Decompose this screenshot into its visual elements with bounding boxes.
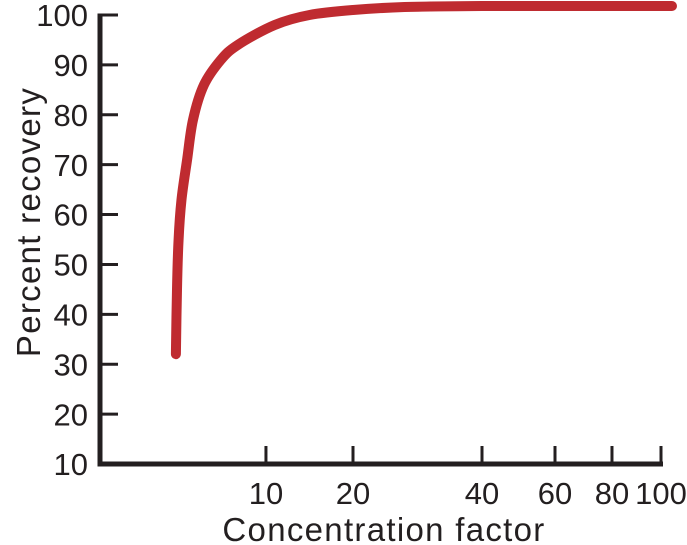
x-tick-label: 20 xyxy=(336,476,370,511)
x-tick-label: 10 xyxy=(249,476,283,511)
y-axis-tick-labels: 10 20 30 40 50 60 70 80 90 100 xyxy=(36,0,88,482)
y-tick-label: 20 xyxy=(54,397,88,432)
x-axis-title: Concentration factor xyxy=(222,511,545,545)
y-tick-label: 10 xyxy=(54,447,88,482)
axes xyxy=(97,13,663,467)
x-tick-label: 80 xyxy=(595,476,629,511)
x-tick-label: 100 xyxy=(635,476,687,511)
y-tick-label: 40 xyxy=(54,297,88,332)
y-tick-label: 90 xyxy=(54,48,88,83)
x-axis-tick-labels: 10 20 40 60 80 100 xyxy=(249,476,687,511)
y-tick-label: 70 xyxy=(54,148,88,183)
y-tick-label: 100 xyxy=(36,0,88,33)
y-axis-title: Percent recovery xyxy=(10,87,47,357)
y-tick-label: 30 xyxy=(54,347,88,382)
x-tick-label: 40 xyxy=(465,476,499,511)
x-axis-ticks xyxy=(264,446,663,464)
recovery-curve xyxy=(170,0,677,360)
y-tick-label: 80 xyxy=(54,98,88,133)
y-axis-ticks xyxy=(100,13,118,416)
y-tick-label: 60 xyxy=(54,198,88,233)
x-tick-label: 60 xyxy=(538,476,572,511)
y-tick-label: 50 xyxy=(54,248,88,283)
